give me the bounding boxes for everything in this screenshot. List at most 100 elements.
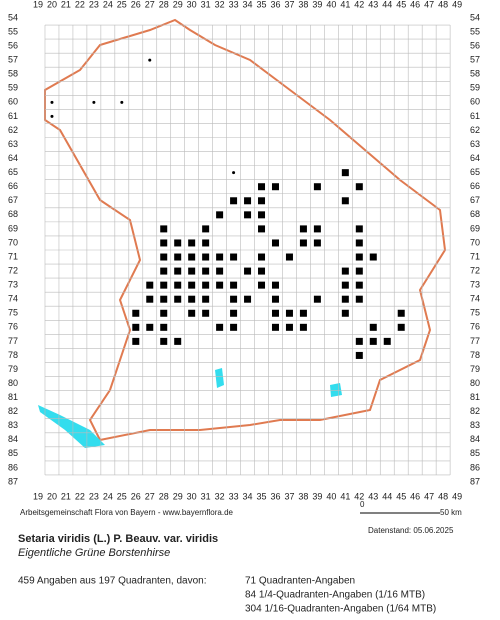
occurrence <box>202 225 210 233</box>
occurrence-point <box>148 58 152 62</box>
column-label: 21 <box>61 0 71 9</box>
occurrence <box>174 295 182 303</box>
occurrence <box>341 281 349 289</box>
row-label: 76 <box>8 322 18 332</box>
occurrence <box>341 169 349 177</box>
row-label: 65 <box>470 167 480 177</box>
column-label: 34 <box>243 491 253 501</box>
column-label: 46 <box>410 491 420 501</box>
row-label: 64 <box>470 153 480 163</box>
occurrence <box>188 281 196 289</box>
column-label: 21 <box>61 491 71 501</box>
lake <box>330 383 342 397</box>
row-label: 82 <box>470 406 480 416</box>
occurrence <box>355 295 363 303</box>
occurrence <box>146 295 154 303</box>
occurrence <box>271 183 279 191</box>
column-label: 36 <box>270 0 280 9</box>
column-label: 29 <box>173 491 183 501</box>
column-label: 45 <box>396 0 406 9</box>
occurrence <box>355 351 363 359</box>
occurrence <box>174 337 182 345</box>
occurrence <box>313 239 321 247</box>
occurrence <box>299 239 307 247</box>
column-label: 19 <box>33 0 43 9</box>
column-label: 43 <box>368 491 378 501</box>
occurrence <box>202 267 210 275</box>
column-label: 26 <box>131 491 141 501</box>
column-label: 39 <box>312 491 322 501</box>
occurrence <box>202 239 210 247</box>
occurrence <box>258 197 266 205</box>
column-label: 37 <box>284 0 294 9</box>
column-label: 33 <box>229 0 239 9</box>
occurrence <box>146 323 154 331</box>
stats-line: 304 1/16-Quadranten-Angaben (1/64 MTB) <box>245 604 436 615</box>
lake <box>38 405 105 448</box>
occurrence <box>216 267 224 275</box>
row-label: 63 <box>8 139 18 149</box>
occurrence <box>355 225 363 233</box>
row-label: 66 <box>470 181 480 191</box>
column-label: 30 <box>187 491 197 501</box>
column-label: 31 <box>201 491 211 501</box>
occurrence <box>216 281 224 289</box>
column-label: 32 <box>215 0 225 9</box>
occurrence <box>230 309 238 317</box>
row-label: 84 <box>470 434 480 444</box>
row-label: 75 <box>470 308 480 318</box>
common-name: Eigentliche Grüne Borstenhirse <box>18 547 170 559</box>
column-label: 24 <box>103 0 113 9</box>
occurrence <box>188 267 196 275</box>
row-label: 76 <box>470 322 480 332</box>
species-name: Setaria viridis (L.) P. Beauv. var. viri… <box>18 533 218 545</box>
occurrence <box>369 323 377 331</box>
occurrence <box>299 309 307 317</box>
occurrence <box>271 295 279 303</box>
column-label: 35 <box>257 0 267 9</box>
row-label: 65 <box>8 167 18 177</box>
occurrence <box>258 281 266 289</box>
column-label: 39 <box>312 0 322 9</box>
row-label: 60 <box>470 97 480 107</box>
occurrence <box>355 281 363 289</box>
column-label: 46 <box>410 0 420 9</box>
row-label: 61 <box>8 111 18 121</box>
column-label: 31 <box>201 0 211 9</box>
occurrence <box>244 197 252 205</box>
occurrence <box>271 281 279 289</box>
column-label: 26 <box>131 0 141 9</box>
row-label: 83 <box>470 420 480 430</box>
occurrence <box>285 253 293 261</box>
column-label: 41 <box>340 0 350 9</box>
column-label: 23 <box>89 0 99 9</box>
occurrence <box>160 309 168 317</box>
occurrence <box>188 239 196 247</box>
occurrence <box>202 253 210 261</box>
column-label: 42 <box>354 0 364 9</box>
occurrence <box>174 239 182 247</box>
occurrence <box>202 309 210 317</box>
column-label: 35 <box>257 491 267 501</box>
column-label: 25 <box>117 491 127 501</box>
row-label: 64 <box>8 153 18 163</box>
row-label: 78 <box>470 350 480 360</box>
scale-start: 0 <box>360 500 365 509</box>
occurrence <box>285 323 293 331</box>
row-label: 71 <box>8 251 18 261</box>
row-label: 81 <box>8 392 18 402</box>
occurrence <box>258 183 266 191</box>
occurrence <box>132 309 140 317</box>
column-label: 45 <box>396 491 406 501</box>
occurrence <box>299 323 307 331</box>
occurrence <box>202 281 210 289</box>
row-label: 80 <box>470 378 480 388</box>
column-label: 32 <box>215 491 225 501</box>
row-label: 79 <box>470 364 480 374</box>
occurrence <box>230 197 238 205</box>
row-label: 59 <box>8 83 18 93</box>
row-label: 61 <box>470 111 480 121</box>
occurrence <box>230 323 238 331</box>
row-label: 71 <box>470 251 480 261</box>
